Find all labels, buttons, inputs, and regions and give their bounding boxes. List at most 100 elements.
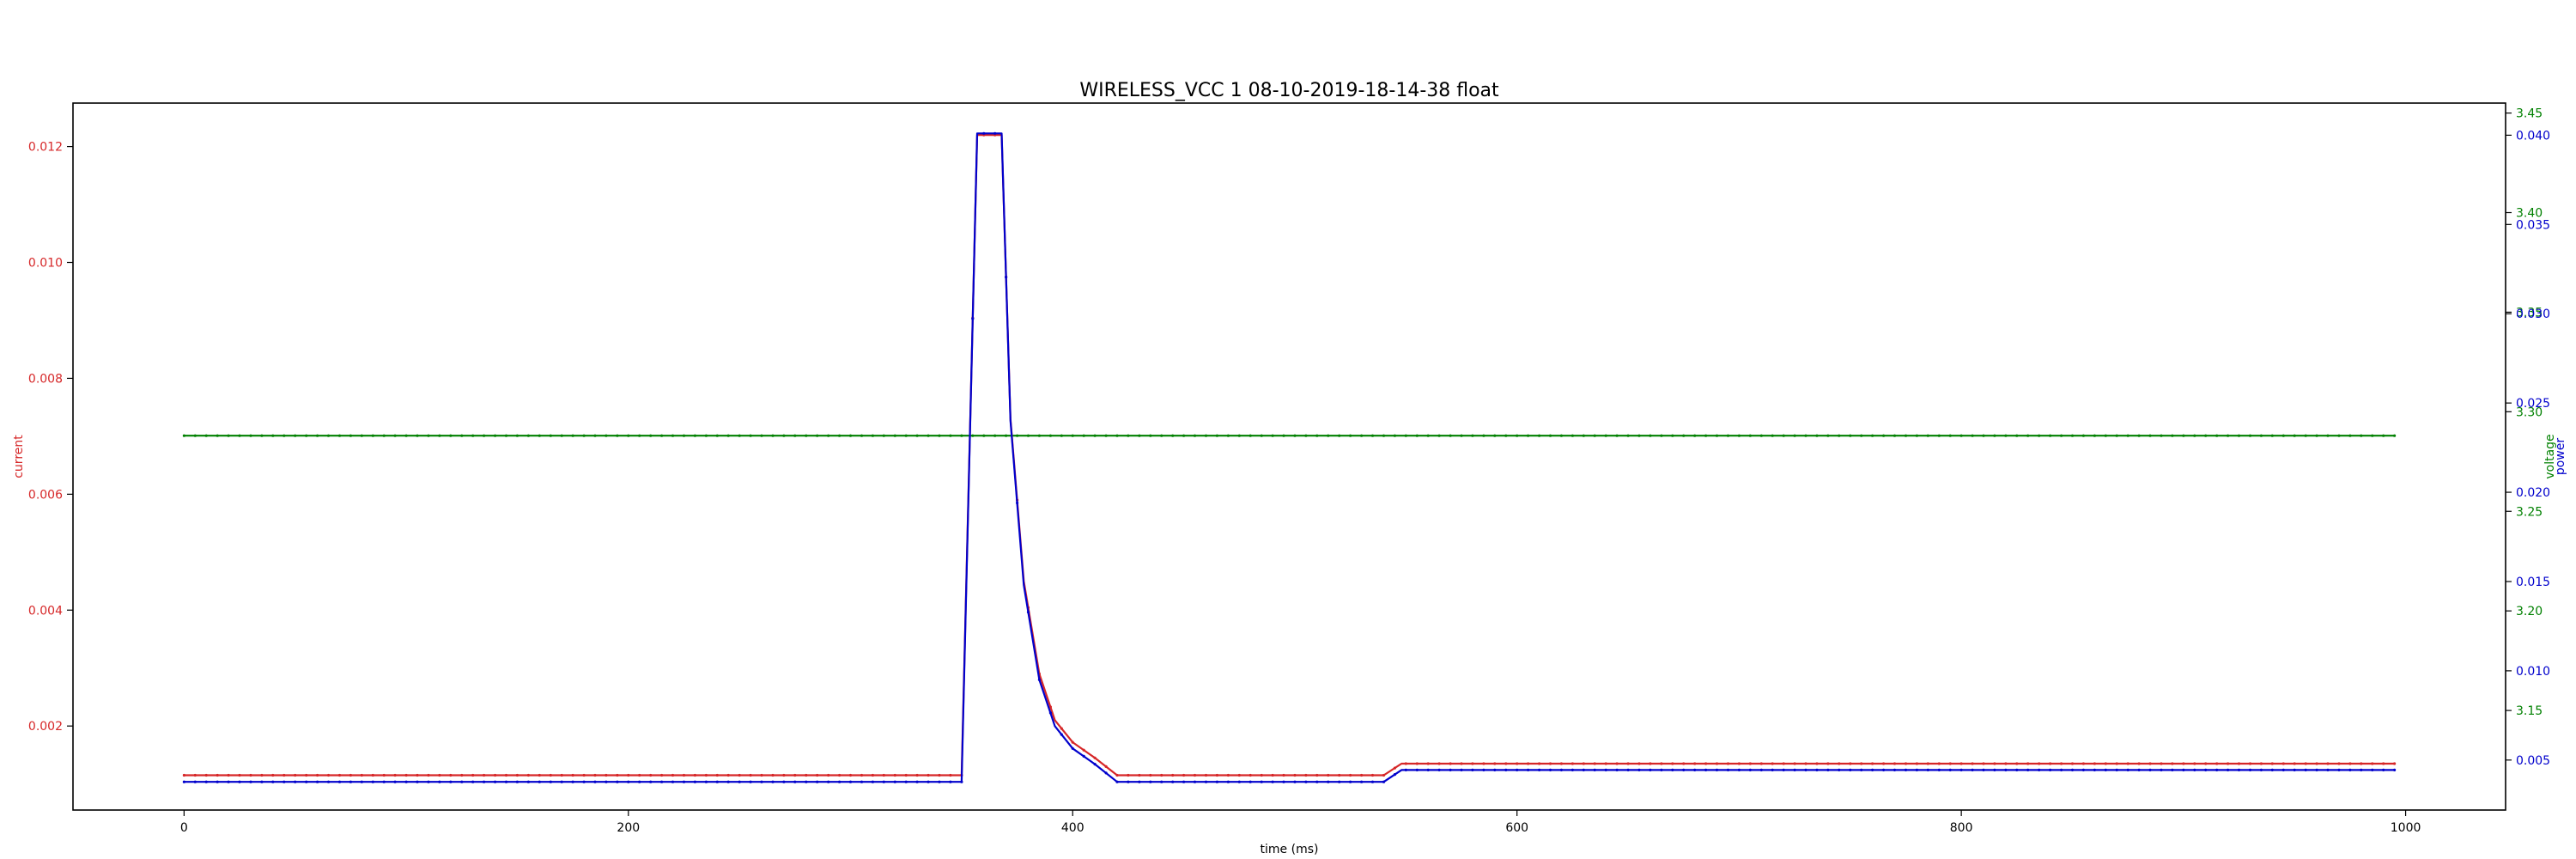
data-point-current — [1071, 740, 1074, 744]
data-point-current — [404, 773, 408, 777]
data-point-current — [582, 773, 586, 777]
data-point-current — [649, 773, 653, 777]
data-point-current — [515, 773, 519, 777]
data-point-power — [1660, 768, 1663, 772]
data-point-current — [682, 773, 686, 777]
data-point-voltage — [2315, 434, 2318, 437]
data-point-current — [1527, 762, 1530, 765]
data-point-power — [1171, 780, 1175, 783]
data-point-current — [1904, 762, 1908, 765]
data-point-power — [1993, 768, 1996, 772]
data-point-current — [1748, 762, 1752, 765]
data-point-power — [416, 780, 419, 783]
data-point-voltage — [1127, 434, 1130, 437]
y-tick-label-voltage: 3.20 — [2516, 605, 2543, 618]
data-point-power — [904, 780, 908, 783]
data-point-voltage — [715, 434, 719, 437]
data-point-power — [1559, 768, 1563, 772]
data-point-power — [638, 780, 641, 783]
data-point-power — [549, 780, 552, 783]
data-point-power — [538, 780, 541, 783]
data-point-voltage — [793, 434, 797, 437]
data-point-power — [971, 317, 975, 320]
data-point-voltage — [2348, 434, 2352, 437]
data-point-power — [2026, 768, 2030, 772]
data-point-power — [2204, 768, 2208, 772]
data-point-current — [2093, 762, 2096, 765]
data-point-power — [1604, 768, 1607, 772]
data-point-power — [593, 780, 597, 783]
data-point-current — [1360, 773, 1364, 777]
x-tick-label: 0 — [180, 821, 188, 835]
data-point-current — [1548, 762, 1552, 765]
data-point-current — [2293, 762, 2296, 765]
data-point-voltage — [326, 434, 331, 437]
data-point-current — [2137, 762, 2141, 765]
data-point-power — [2270, 768, 2274, 772]
data-point-power — [1226, 780, 1230, 783]
data-point-current — [838, 773, 841, 777]
data-point-voltage — [471, 434, 475, 437]
data-point-voltage — [971, 434, 975, 437]
data-point-power — [582, 780, 586, 783]
data-point-voltage — [2237, 434, 2241, 437]
data-point-power — [204, 780, 208, 783]
data-point-power — [1882, 768, 1886, 772]
data-point-current — [627, 773, 630, 777]
data-point-current — [2360, 762, 2363, 765]
data-point-voltage — [1093, 434, 1097, 437]
data-point-voltage — [1715, 434, 1719, 437]
data-point-voltage — [1493, 434, 1497, 437]
data-point-power — [1948, 768, 1952, 772]
data-point-voltage — [771, 434, 775, 437]
data-point-power — [993, 131, 997, 135]
data-point-voltage — [1282, 434, 1285, 437]
data-point-current — [460, 773, 464, 777]
data-point-voltage — [660, 434, 664, 437]
data-point-voltage — [460, 434, 464, 437]
data-point-voltage — [1404, 434, 1407, 437]
data-point-voltage — [1982, 434, 1985, 437]
data-point-current — [1093, 756, 1097, 759]
data-point-current — [671, 773, 675, 777]
data-point-power — [682, 780, 686, 783]
data-point-power — [349, 780, 352, 783]
data-point-current — [1704, 762, 1708, 765]
data-point-voltage — [2137, 434, 2141, 437]
data-point-power — [2393, 768, 2397, 772]
data-point-voltage — [2204, 434, 2208, 437]
data-point-power — [2148, 768, 2152, 772]
y-tick-label-power: 0.040 — [2516, 129, 2550, 143]
data-point-voltage — [2326, 434, 2330, 437]
data-point-voltage — [960, 434, 963, 437]
data-point-voltage — [1138, 434, 1141, 437]
data-point-power — [1793, 768, 1796, 772]
y-tick-label-current: 0.008 — [28, 372, 63, 386]
data-point-current — [860, 773, 864, 777]
data-point-current — [2104, 762, 2107, 765]
data-point-current — [2237, 762, 2241, 765]
data-point-voltage — [526, 434, 531, 437]
data-point-current — [693, 773, 697, 777]
data-point-voltage — [294, 434, 297, 437]
data-point-voltage — [1860, 434, 1863, 437]
data-point-power — [1426, 768, 1430, 772]
data-point-current — [2304, 762, 2307, 765]
data-point-power — [1060, 733, 1063, 736]
data-point-current — [638, 773, 641, 777]
data-point-voltage — [827, 434, 830, 437]
series-line-current — [184, 134, 2395, 777]
data-point-power — [1382, 780, 1386, 783]
data-point-power — [1115, 780, 1119, 783]
data-point-power — [1937, 768, 1941, 772]
data-point-current — [1626, 762, 1630, 765]
data-point-voltage — [416, 434, 419, 437]
data-point-current — [1682, 762, 1686, 765]
data-point-current — [871, 773, 875, 777]
data-point-voltage — [360, 434, 363, 437]
data-point-voltage — [483, 434, 486, 437]
data-point-power — [1149, 780, 1152, 783]
data-point-power — [305, 780, 308, 783]
data-point-current — [1293, 773, 1297, 777]
data-point-current — [1415, 762, 1419, 765]
